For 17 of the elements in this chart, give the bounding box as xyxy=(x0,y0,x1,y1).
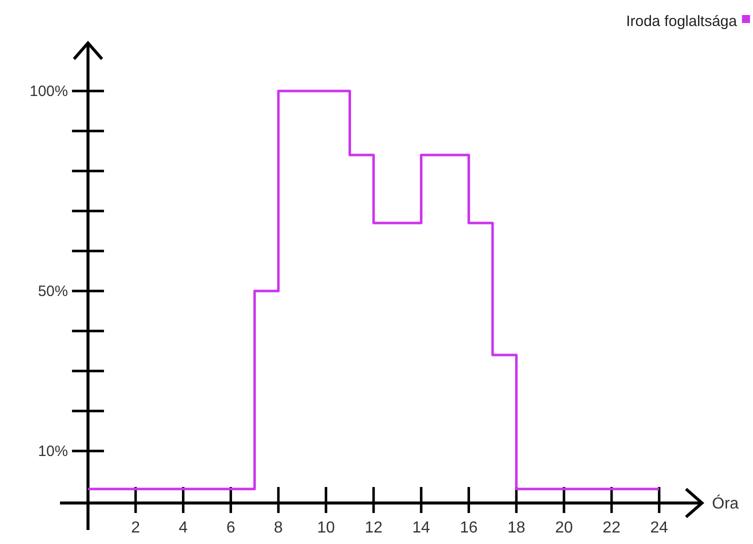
x-tick-label: 24 xyxy=(650,519,668,536)
y-tick-label: 100% xyxy=(30,82,68,100)
x-tick-label: 16 xyxy=(460,519,478,536)
y-tick-label: 50% xyxy=(38,282,68,300)
y-tick-label: 10% xyxy=(38,442,68,460)
x-tick-label: 18 xyxy=(507,519,526,536)
x-tick-label: 10 xyxy=(317,519,335,536)
x-tick-label: 14 xyxy=(412,519,430,536)
x-tick-label: 12 xyxy=(364,519,383,536)
x-tick-label: 8 xyxy=(274,519,283,536)
x-tick-label: 20 xyxy=(555,519,573,536)
legend-label: Iroda foglaltsága xyxy=(626,13,738,30)
x-tick-label: 4 xyxy=(178,519,188,536)
x-tick-label: 2 xyxy=(131,519,140,536)
x-tick-label: 22 xyxy=(602,519,621,536)
x-tick-label: 6 xyxy=(226,519,236,536)
x-axis-title: Óra xyxy=(712,494,739,513)
